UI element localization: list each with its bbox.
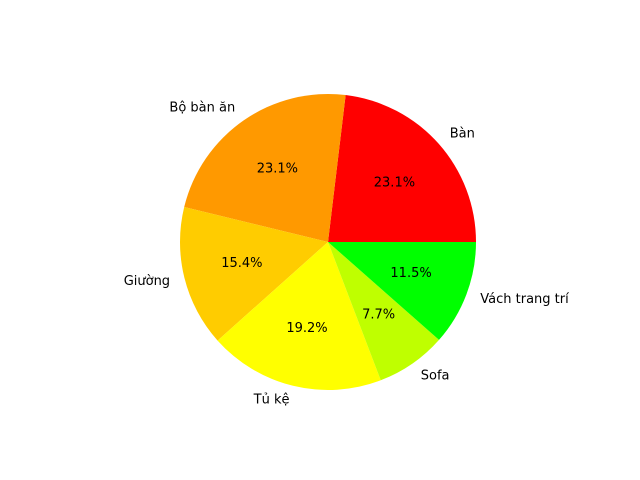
pie-percent-label-giuong: 15.4% — [221, 256, 262, 271]
pie-percent-label-bo-ban-an: 23.1% — [257, 162, 298, 177]
pie-category-label-vach-trang-tri: Vách trang trí — [480, 292, 569, 307]
pie-percent-label-ban: 23.1% — [374, 176, 415, 191]
pie-category-label-giuong: Giường — [124, 274, 170, 289]
pie-percent-label-sofa: 7.7% — [362, 307, 395, 322]
pie-slice-ban — [328, 95, 476, 242]
pie-percent-label-tu-ke: 19.2% — [286, 321, 327, 336]
pie-slice-giuong — [180, 206, 328, 341]
pie-slices — [180, 94, 476, 391]
pie-category-labels: Bàn Bộ bàn ăn Giường Tủ kệ Sofa Vách trang tr… — [124, 101, 569, 408]
pie-slice-bo-ban-an — [184, 94, 346, 243]
pie-category-label-tu-ke: Tủ kệ — [253, 393, 290, 408]
pie-category-label-ban: Bàn — [450, 126, 475, 141]
pie-category-label-bo-ban-an: Bộ bàn ăn — [169, 101, 235, 116]
pie-slice-tu-ke — [217, 242, 381, 391]
pie-percent-labels: 23.1% 23.1% 15.4% 19.2% 7.7% 11.5% — [221, 162, 432, 336]
pie-slice-vach-trang-tri — [328, 242, 476, 340]
pie-category-label-sofa: Sofa — [421, 368, 450, 383]
pie-percent-label-vach-trang-tri: 11.5% — [390, 266, 431, 281]
pie-slice-sofa — [328, 242, 440, 381]
